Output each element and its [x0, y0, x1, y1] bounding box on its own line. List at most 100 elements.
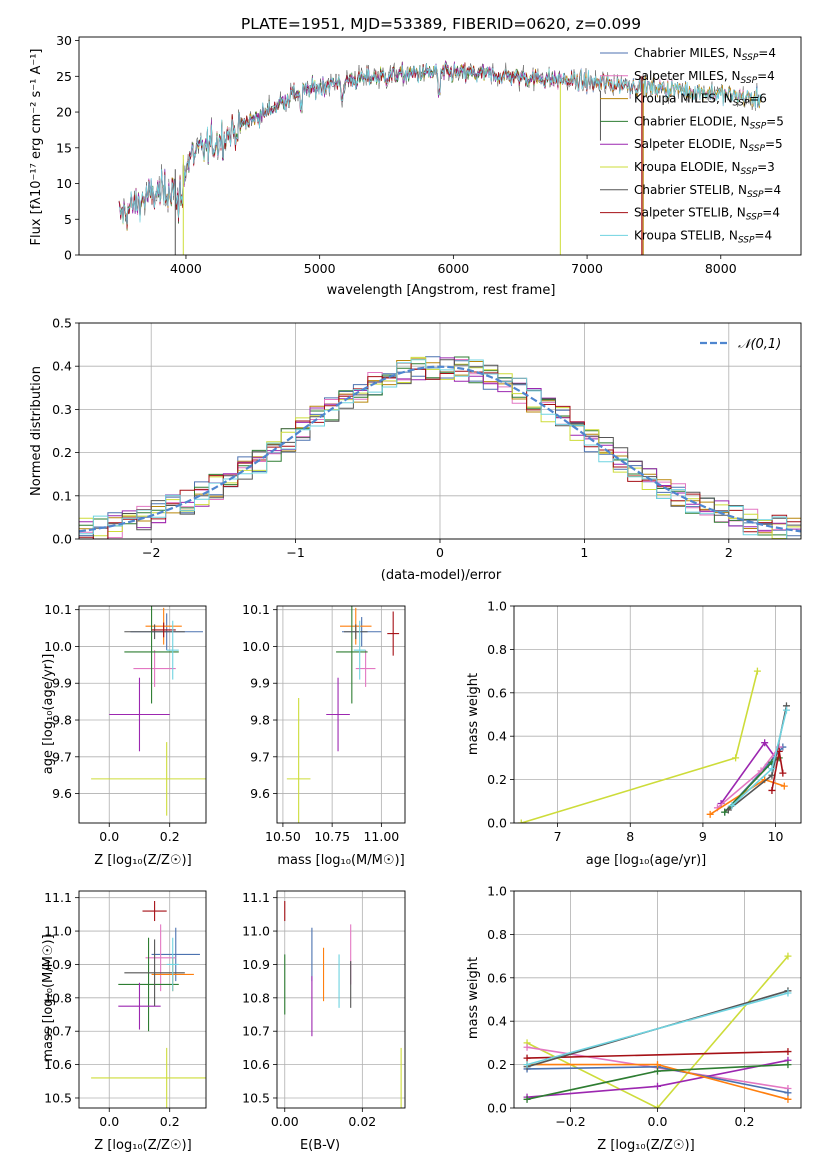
y-tick-label: 9.6: [250, 786, 270, 801]
weight_vs_age-marks: [517, 667, 790, 823]
weight-marker: [782, 706, 790, 714]
weight-marker: [523, 1043, 531, 1051]
weight-line: [526, 1050, 789, 1059]
y-tick-label: 0.4: [487, 1014, 507, 1029]
y-tick-label: 0.8: [487, 642, 507, 657]
weight-marker: [654, 1067, 661, 1075]
y-tick-label: 0.4: [52, 359, 72, 374]
x-tick-label: 0.0: [99, 829, 119, 844]
y-tick-label: 11.1: [44, 890, 72, 905]
y-tick-label: 10.6: [242, 1057, 270, 1072]
legend-label: Chabrier STELIB, NSSP=4: [634, 183, 781, 200]
residuals-ylabel: Normed distribution: [29, 366, 44, 496]
y-tick-label: 0.0: [487, 1101, 507, 1116]
residuals-marks: [79, 356, 801, 539]
x-tick-label: 10.75: [314, 829, 350, 844]
residuals-xlabel: (data-model)/error: [381, 568, 502, 583]
y-tick-label: 0.5: [52, 316, 72, 331]
legend-label: Chabrier ELODIE, NSSP=5: [634, 114, 784, 131]
x-tick-label: 0.2: [160, 1114, 180, 1129]
weight-marker: [706, 810, 714, 818]
y-tick-label: 10.1: [242, 602, 270, 617]
spectrum-line: [118, 62, 762, 225]
y-tick-label: 0.3: [52, 402, 72, 417]
x-tick-label: 4000: [170, 261, 202, 276]
weight-marker: [784, 1095, 792, 1103]
y-tick-label: 9.7: [52, 749, 72, 764]
age-vs-Z-panel: 0.0 0.2 9.6 9.7 9.8 9.9 10.0 10.1 Z [log₁₀(Z/Z☉…: [41, 602, 207, 868]
y-tick-label: 10.0: [44, 639, 72, 654]
legend-label: Salpeter STELIB, NSSP=4: [634, 206, 780, 223]
x-tick-label: 1: [580, 545, 588, 560]
weight-vs-age-plot: 7 8 9 10 0.0 0.2 0.4 0.6 0.8 1.0: [487, 599, 802, 844]
x-tick-label: 0: [436, 545, 444, 560]
weight-vs-age-xlabel: age [log₁₀(age/yr)]: [586, 853, 707, 868]
weight-marker: [784, 1061, 792, 1069]
y-tick-label: 0.2: [487, 1057, 507, 1072]
axes-frame: [78, 605, 207, 824]
weight-vs-age-panel: 7 8 9 10 0.0 0.2 0.4 0.6 0.8 1.0 age [log₁₀(age/y…: [466, 599, 802, 868]
weight-vs-Z-xlabel: Z [log₁₀(Z/Z☉)]: [597, 1138, 694, 1153]
y-tick-label: 0.0: [487, 816, 507, 831]
legend-label: Chabrier MILES, NSSP=4: [634, 46, 776, 63]
legend-label: 𝒩(0,1): [738, 337, 781, 352]
x-tick-label: 0.00: [271, 1114, 299, 1129]
axes-frame: [276, 890, 406, 1109]
y-tick-label: 0.4: [487, 729, 507, 744]
mass_vs_Z-marks: [91, 901, 206, 1108]
y-tick-label: 0.2: [52, 445, 72, 460]
legend-label: Salpeter ELODIE, NSSP=5: [634, 137, 783, 154]
residuals-panel: −2 −1 0 1 2 0.0 0.1 0.2 0.3 0.4 0.5 𝒩(0,1) (data-mo…: [29, 316, 802, 583]
y-tick-label: 0.2: [487, 772, 507, 787]
x-tick-label: −0.2: [555, 1114, 585, 1129]
x-tick-label: 0.2: [160, 829, 180, 844]
weight-marker: [728, 802, 736, 810]
y-tick-label: 0.6: [487, 970, 507, 985]
weight-marker: [768, 765, 776, 773]
weight-marker: [761, 739, 769, 747]
weight-vs-age-ylabel: mass weight: [466, 673, 481, 755]
axes-frame: [513, 890, 802, 1109]
weight_vs_Z-marks: [523, 952, 792, 1108]
axes-frame: [513, 605, 802, 824]
legend-label: Kroupa STELIB, NSSP=4: [634, 228, 772, 245]
y-tick-label: 10: [56, 176, 72, 191]
spectrum-panel: PLATE=1951, MJD=53389, FIBERID=0620, z=0…: [29, 15, 802, 298]
x-tick-label: 8: [626, 829, 634, 844]
x-tick-label: −1: [286, 545, 304, 560]
y-tick-label: 10.6: [44, 1057, 72, 1072]
y-tick-label: 0.1: [52, 488, 72, 503]
x-tick-label: 10.50: [265, 829, 301, 844]
mass_vs_EBV-marks: [284, 901, 402, 1108]
spectrum-title: PLATE=1951, MJD=53389, FIBERID=0620, z=0…: [241, 15, 641, 33]
x-tick-label: 8000: [705, 261, 737, 276]
age-vs-mass-xlabel: mass [log₁₀(M/M☉)]: [277, 853, 404, 868]
y-tick-label: 10.0: [242, 639, 270, 654]
x-tick-label: 5000: [304, 261, 336, 276]
age-vs-Z-xlabel: Z [log₁₀(Z/Z☉)]: [94, 853, 191, 868]
y-tick-label: 10.8: [242, 990, 270, 1005]
age-vs-Z-ylabel: age [log₁₀(age/yr)]: [41, 654, 56, 775]
y-tick-label: 9.6: [52, 786, 72, 801]
weight-vs-Z-ylabel: mass weight: [466, 957, 481, 1039]
mass-vs-Z-panel: 0.0 0.2 10.5 10.6 10.7 10.8 10.9 11.0 11.1 Z [lo…: [41, 890, 207, 1153]
mass-vs-EBV-panel: 0.00 0.02 10.5 10.6 10.7 10.8 10.9 11.0 11.1 E(B…: [242, 890, 406, 1153]
x-tick-label: 2: [725, 545, 733, 560]
y-tick-label: 10.8: [44, 990, 72, 1005]
x-tick-label: 0.2: [735, 1114, 755, 1129]
y-tick-label: 0.0: [52, 532, 72, 547]
spectrum-ylabel: Flux [fλ10⁻¹⁷ erg cm⁻² s⁻¹ A⁻¹]: [29, 49, 44, 246]
y-tick-label: 9.9: [250, 676, 270, 691]
weight-marker: [732, 754, 740, 762]
y-tick-label: 10.5: [242, 1090, 270, 1105]
y-tick-label: 15: [56, 140, 72, 155]
spectrum-marks: [118, 60, 762, 255]
x-tick-label: 7: [554, 829, 562, 844]
weight-marker: [768, 786, 776, 794]
age_vs_Z-marks: [91, 606, 206, 816]
x-tick-label: 11.00: [363, 829, 399, 844]
x-tick-label: 9: [699, 829, 707, 844]
weight-marker: [654, 1104, 661, 1108]
axes-frame: [78, 36, 802, 256]
